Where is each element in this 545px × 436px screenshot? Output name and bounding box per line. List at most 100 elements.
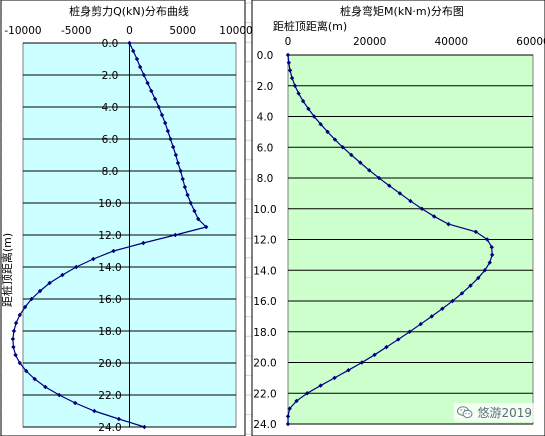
data-point (450, 298, 455, 304)
data-point (92, 408, 97, 414)
y-tick-label: 2.0 (102, 70, 119, 82)
data-point (170, 144, 176, 150)
data-point (111, 248, 116, 254)
y-tick-label: 0.0 (102, 38, 119, 50)
x-tick-label: 40000 (435, 36, 468, 48)
data-point (11, 328, 17, 334)
y-tick-label: 16.0 (253, 296, 276, 308)
y-tick-label: 10.0 (253, 204, 276, 216)
y-tick-label: 10.0 (98, 198, 121, 210)
y-tick-label: 18.0 (253, 327, 276, 339)
y-tick-label: 12.0 (98, 230, 121, 242)
data-point (296, 91, 301, 96)
y-tick-label: 2.0 (257, 81, 274, 93)
y-tick-label: 18.0 (98, 326, 121, 338)
x-tick-label: 0 (285, 36, 292, 48)
data-point (318, 383, 323, 388)
data-point (142, 424, 147, 430)
data-point (468, 283, 473, 288)
data-point (149, 88, 154, 94)
data-point (359, 360, 365, 365)
data-point (294, 398, 299, 404)
data-point (145, 80, 150, 86)
data-point (141, 72, 147, 78)
y-tick-label: 6.0 (102, 134, 119, 146)
data-point (367, 168, 372, 173)
wechat-icon (457, 406, 473, 419)
data-point (116, 416, 122, 422)
data-point (137, 64, 143, 70)
data-point (10, 336, 16, 342)
data-point (175, 160, 181, 166)
moment-chart-title: 桩身弯矩M(kN·m)分布图 (340, 4, 464, 18)
data-point (178, 168, 183, 174)
data-point (476, 275, 481, 281)
y-tick-label: 16.0 (98, 294, 121, 306)
watermark-text: 悠游2019 (477, 406, 532, 420)
moment-y-axis-label: 距桩顶距离(m) (273, 19, 347, 33)
data-point (47, 280, 52, 286)
data-point (286, 60, 292, 65)
data-point (311, 114, 317, 119)
data-point (72, 400, 78, 406)
data-point (459, 291, 465, 296)
data-point (127, 40, 132, 46)
data-point (446, 221, 451, 227)
data-point (349, 152, 354, 158)
data-point (74, 264, 79, 270)
moment-y-tick-labels: 0.0 2.0 4.0 6.0 8.0 10.0 12.0 14.0 16.0 18.0 20.0 2… (253, 50, 276, 431)
data-point (407, 329, 412, 334)
data-point (304, 391, 310, 396)
data-point (332, 137, 338, 142)
data-point (289, 75, 295, 81)
data-point (440, 306, 445, 311)
y-tick-label: 14.0 (253, 265, 276, 277)
data-point (487, 260, 492, 265)
data-point (37, 288, 43, 294)
moment-series-points (285, 52, 495, 427)
data-point (168, 136, 173, 142)
data-point (152, 96, 158, 102)
data-point (188, 200, 193, 206)
data-point (418, 321, 423, 327)
data-point (300, 98, 306, 104)
y-tick-label: 8.0 (102, 166, 119, 178)
y-tick-label: 8.0 (257, 173, 274, 185)
x-tick-label: 0 (126, 25, 133, 37)
data-point (325, 129, 330, 135)
data-point (332, 375, 337, 381)
moment-gridlines (288, 54, 533, 425)
data-point (485, 237, 490, 242)
data-point (358, 160, 363, 165)
data-point (17, 312, 23, 318)
data-point (173, 232, 178, 238)
x-tick-label: -5000 (61, 25, 92, 37)
y-tick-label: 22.0 (253, 388, 276, 400)
x-tick-label: 20000 (353, 36, 386, 48)
y-tick-label: 24.0 (98, 422, 121, 434)
data-point (17, 360, 23, 366)
data-point (384, 344, 389, 350)
data-point (285, 421, 291, 427)
data-point (203, 224, 209, 230)
shear-series-points (10, 40, 209, 430)
data-point (29, 296, 34, 302)
y-tick-label: 4.0 (102, 102, 119, 114)
data-point (32, 376, 37, 382)
data-point (372, 352, 377, 358)
data-point (13, 352, 18, 358)
data-point (346, 367, 351, 373)
x-tick-label: 10000 (219, 25, 252, 37)
data-point (13, 320, 19, 326)
shear-y-tick-labels: 0.0 2.0 4.0 6.0 8.0 10.0 12.0 14.0 16.0 18.0 20.0 2… (98, 38, 121, 434)
shear-force-chart: 桩身剪力Q(kN)分布曲线 -10000 -5000 0 5000 10000 距桩顶距… (0, 0, 253, 436)
data-point (318, 121, 323, 127)
x-tick-label: 5000 (169, 25, 196, 37)
data-point (43, 384, 48, 390)
y-tick-label: 4.0 (257, 112, 274, 124)
y-tick-label: 0.0 (257, 50, 274, 62)
data-point (489, 244, 494, 250)
shear-x-tick-labels: -10000 -5000 0 5000 10000 (4, 25, 252, 37)
data-point (340, 145, 345, 150)
